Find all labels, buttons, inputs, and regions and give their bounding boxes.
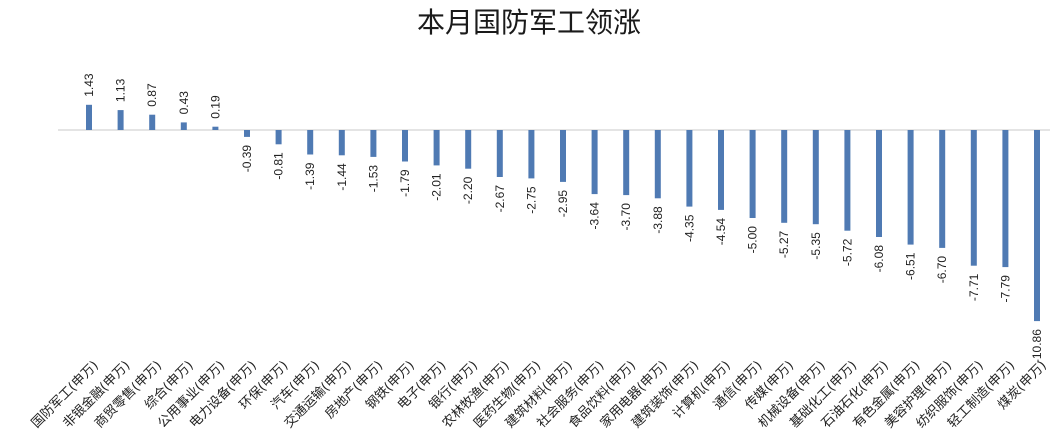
- value-label-9: -1.53: [366, 165, 380, 193]
- value-label-3: 0.43: [177, 91, 191, 115]
- bar-13: [496, 130, 503, 177]
- bar-20: [718, 130, 724, 210]
- value-label-0: 1.43: [82, 73, 96, 97]
- value-label-18: -3.88: [651, 206, 665, 234]
- bar-28: [970, 130, 977, 266]
- value-label-10: -1.79: [398, 169, 412, 197]
- value-label-7: -1.39: [303, 162, 317, 190]
- value-label-11: -2.01: [430, 173, 444, 201]
- chart-title: 本月国防军工领涨: [417, 6, 641, 39]
- value-label-4: 0.19: [208, 95, 222, 119]
- bar-2: [149, 114, 156, 130]
- bar-30: [1034, 130, 1040, 322]
- value-label-19: -4.35: [682, 214, 696, 242]
- bar-22: [781, 130, 788, 223]
- bar-27: [939, 130, 946, 248]
- value-label-13: -2.67: [493, 185, 507, 213]
- value-label-21: -5.00: [746, 226, 760, 254]
- bar-7: [307, 130, 314, 155]
- bar-17: [623, 130, 630, 196]
- bar-1: [117, 110, 124, 130]
- bar-26: [907, 130, 914, 245]
- value-label-28: -7.71: [967, 273, 981, 301]
- value-label-16: -3.64: [588, 202, 602, 230]
- value-label-2: 0.87: [145, 83, 159, 107]
- bar-19: [686, 130, 693, 207]
- value-label-24: -5.72: [840, 238, 854, 266]
- value-label-29: -7.79: [998, 275, 1012, 303]
- value-label-15: -2.95: [556, 190, 570, 218]
- value-label-1: 1.13: [114, 78, 128, 102]
- value-label-23: -5.35: [809, 232, 823, 260]
- bar-6: [275, 130, 282, 145]
- bar-4: [212, 126, 219, 130]
- bar-5: [244, 130, 250, 137]
- value-label-26: -6.51: [904, 252, 918, 280]
- bar-23: [812, 130, 819, 225]
- value-label-30: -10.86: [1030, 329, 1044, 363]
- bar-0: [86, 104, 92, 130]
- bar-14: [528, 130, 535, 179]
- value-label-5: -0.39: [240, 145, 254, 173]
- bar-10: [402, 130, 408, 162]
- value-label-20: -4.54: [714, 218, 728, 246]
- value-label-27: -6.70: [935, 256, 949, 284]
- value-label-12: -2.20: [461, 176, 475, 204]
- bar-25: [876, 130, 882, 237]
- value-label-8: -1.44: [335, 163, 349, 191]
- bar-9: [370, 130, 377, 157]
- bar-12: [465, 130, 472, 169]
- bar-8: [338, 130, 345, 156]
- bar-21: [749, 130, 756, 218]
- value-label-17: -3.70: [619, 203, 633, 231]
- bar-18: [654, 130, 661, 199]
- bar-16: [591, 130, 598, 195]
- bar-11: [433, 130, 440, 166]
- value-label-25: -6.08: [872, 245, 886, 273]
- bar-29: [1002, 130, 1009, 268]
- value-label-6: -0.81: [272, 152, 286, 180]
- bar-3: [180, 122, 187, 130]
- bar-24: [844, 130, 851, 231]
- value-label-14: -2.75: [524, 186, 538, 214]
- bar-15: [560, 130, 566, 182]
- value-label-22: -5.27: [777, 230, 791, 258]
